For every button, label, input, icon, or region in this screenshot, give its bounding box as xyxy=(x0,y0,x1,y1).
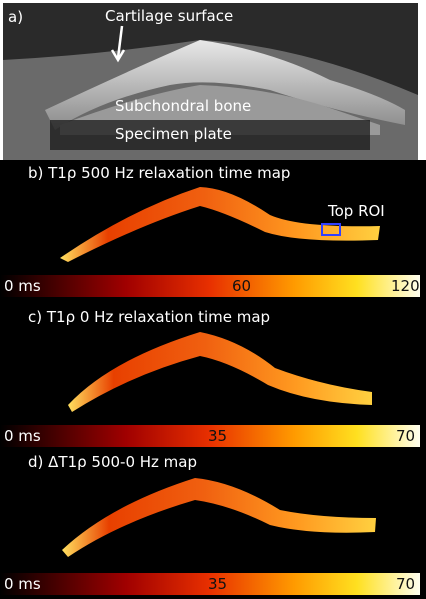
panel-b: b) T1ρ 500 Hz relaxation time map Top RO… xyxy=(0,160,426,300)
panel-title: c) T1ρ 0 Hz relaxation time map xyxy=(28,308,270,326)
panel-d: d) ΔT1ρ 500-0 Hz map 0 ms 35 70 xyxy=(0,448,426,599)
roi-label: Top ROI xyxy=(327,202,385,220)
colorbar-label: 0 ms xyxy=(4,427,41,445)
colorbar-label: 0 ms xyxy=(4,277,41,295)
panel-c: c) T1ρ 0 Hz relaxation time map 0 ms 35 … xyxy=(0,300,426,448)
colorbar-label: 70 xyxy=(396,575,415,593)
panel-label: a) xyxy=(8,8,23,26)
figure: a) Cartilage surface Subchondral bone Sp… xyxy=(0,0,426,599)
panel-title: d) ΔT1ρ 500-0 Hz map xyxy=(28,453,197,471)
colorbar-label: 120 xyxy=(391,277,420,295)
colorbar-label: 60 xyxy=(232,277,251,295)
colorbar-label: 35 xyxy=(208,575,227,593)
colorbar-label: 70 xyxy=(396,427,415,445)
panel-title: b) T1ρ 500 Hz relaxation time map xyxy=(28,164,290,182)
annotation: Specimen plate xyxy=(115,125,232,143)
colorbar xyxy=(0,275,420,297)
colorbar-label: 0 ms xyxy=(4,575,41,593)
annotation: Subchondral bone xyxy=(115,97,251,115)
annotation: Cartilage surface xyxy=(105,7,233,25)
colorbar-label: 35 xyxy=(208,427,227,445)
panel-a: a) Cartilage surface Subchondral bone Sp… xyxy=(3,3,418,160)
